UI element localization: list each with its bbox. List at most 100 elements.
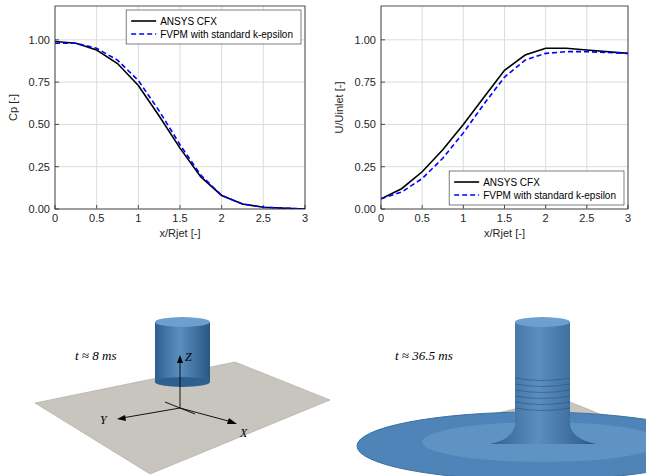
legend-label: ANSYS CFX — [483, 177, 540, 188]
legend: ANSYS CFX FVPM with standard k-epsilon — [126, 10, 301, 44]
axis-letter: X — [239, 426, 248, 440]
tick — [381, 39, 385, 40]
tick-label: 2 — [219, 212, 225, 224]
grid-line — [381, 39, 628, 40]
series-line — [55, 42, 305, 209]
tick — [545, 205, 546, 209]
tick — [381, 166, 385, 167]
tick-label: 0.5 — [415, 212, 430, 224]
axis-arrow — [180, 360, 181, 408]
axis-letter: Y — [100, 413, 108, 427]
tick-label: 1 — [135, 212, 141, 224]
grid-line — [422, 6, 423, 209]
tick-label: 0.00 — [355, 203, 376, 215]
render-right: t ≈ 36.5 ms — [357, 317, 646, 476]
grid-line — [381, 82, 628, 83]
plot-background — [381, 6, 628, 209]
ripple — [515, 384, 570, 387]
tick-label: 0.25 — [355, 161, 376, 173]
jet-bottom — [155, 377, 210, 387]
tick — [55, 166, 59, 167]
tick — [463, 205, 464, 209]
time-label: t ≈ 36.5 ms — [395, 348, 453, 363]
tick-label: 2.5 — [256, 212, 271, 224]
frame — [381, 6, 628, 209]
axis-arrow — [180, 408, 232, 422]
tick-label: 1.5 — [172, 212, 187, 224]
tick — [55, 124, 59, 125]
tick — [138, 205, 139, 209]
series-line — [55, 43, 305, 209]
x-axis-title: x/Rjet [-] — [160, 227, 201, 239]
tick-label: 3 — [302, 212, 308, 224]
tick-label: 2.5 — [579, 212, 594, 224]
jet — [490, 322, 597, 444]
legend-label: FVPM with standard k-epsilon — [160, 29, 293, 40]
ripple — [515, 390, 570, 393]
time-label: t ≈ 8 ms — [75, 348, 116, 363]
tick-label: 0 — [52, 212, 58, 224]
axis-letter: Z — [185, 350, 192, 364]
lines — [55, 42, 305, 209]
axis-cross — [165, 402, 195, 414]
grid-line — [55, 124, 305, 125]
tick-label: 0.00 — [29, 203, 50, 215]
tick-label: 1.00 — [29, 34, 50, 46]
tick — [381, 124, 385, 125]
arrow-head — [227, 418, 237, 424]
grid-line — [381, 166, 628, 167]
ripple — [515, 396, 570, 399]
legend-swatch — [454, 194, 479, 196]
axis-arrow — [122, 408, 180, 418]
grid-line — [96, 6, 97, 209]
legend-swatch — [454, 181, 479, 183]
legend: ANSYS CFX FVPM with standard k-epsilon — [449, 171, 624, 205]
grid-line — [55, 82, 305, 83]
legend-box — [126, 10, 301, 44]
ripple — [515, 378, 570, 381]
tick-label: 0.25 — [29, 161, 50, 173]
x-axis-title: x/Rjet [-] — [484, 227, 525, 239]
tick — [180, 205, 181, 209]
tick-label: 1.00 — [355, 34, 376, 46]
chart: 0 0.5 1 1.5 2 2.5 3 0.00 0.25 0.50 0.75 1.00 x/Rjet … — [333, 6, 631, 239]
legend-label: ANSYS CFX — [160, 16, 217, 27]
tick-label: 0.50 — [355, 118, 376, 130]
arrow-head — [177, 355, 183, 363]
tick-label: 1.5 — [497, 212, 512, 224]
frame — [55, 6, 305, 209]
jet-top — [155, 317, 210, 327]
y-axis-title: Cp [-] — [7, 94, 19, 121]
figure: 00.511.522.530.000.250.500.751.00x/Rjet … — [0, 0, 646, 476]
tick-label: 1 — [460, 212, 466, 224]
tick — [586, 205, 587, 209]
tick-label: 2 — [543, 212, 549, 224]
jet — [155, 322, 210, 382]
tick-label: 0.5 — [89, 212, 104, 224]
plot-background — [55, 6, 305, 209]
legend-swatch — [131, 20, 156, 22]
plate — [35, 362, 330, 474]
tick — [55, 39, 59, 40]
tick — [96, 205, 97, 209]
legend-label: FVPM with standard k-epsilon — [483, 190, 616, 201]
ripple — [515, 402, 570, 405]
y-axis-title: U/Uinlet [-] — [333, 82, 345, 134]
arrow-head — [117, 415, 126, 421]
tick — [381, 82, 385, 83]
tick-label: 0.75 — [355, 76, 376, 88]
tick — [55, 82, 59, 83]
render-left: t ≈ 8 ms Z Y X — [35, 317, 330, 474]
tick — [221, 205, 222, 209]
jet-top — [515, 317, 570, 327]
tick — [422, 205, 423, 209]
ripple — [515, 408, 570, 411]
tick-label: 0 — [378, 212, 384, 224]
tick — [504, 205, 505, 209]
legend-box — [449, 171, 624, 205]
legend-swatch — [131, 33, 156, 35]
grid-line — [381, 124, 628, 125]
tick-label: 3 — [625, 212, 631, 224]
tick-label: 0.75 — [29, 76, 50, 88]
grid-line — [55, 166, 305, 167]
